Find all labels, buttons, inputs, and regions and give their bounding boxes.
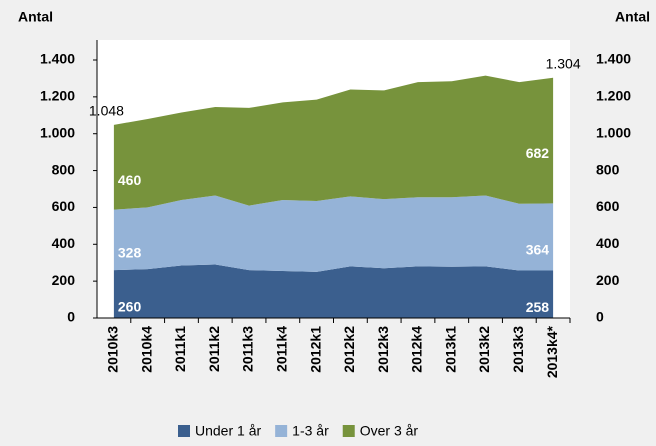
x-tick-label: 2010k4	[138, 326, 154, 373]
total-label: 1.048	[89, 103, 124, 119]
y-axis-label: Antal	[18, 9, 53, 25]
y2-tick-label: 0	[596, 309, 604, 325]
data-label: 260	[118, 299, 142, 315]
x-tick-label: 2012k1	[307, 326, 323, 373]
x-tick-label: 2011k4	[274, 326, 290, 372]
y2-tick-label: 1.200	[596, 88, 631, 104]
x-tick-label: 2013k4*	[544, 325, 560, 378]
y2-axis-label: Antal	[615, 9, 650, 25]
legend-swatch	[342, 425, 355, 437]
x-tick-label: 2013k3	[510, 326, 526, 373]
y-tick-label: 800	[52, 161, 76, 177]
y-tick-label: 600	[52, 198, 76, 214]
y-tick-label: 400	[52, 235, 76, 251]
legend-label: Under 1 år	[195, 423, 261, 439]
x-tick-label: 2013k2	[476, 326, 492, 373]
x-tick-label: 2012k4	[409, 326, 425, 373]
x-tick-label: 2011k1	[172, 326, 188, 372]
data-label: 258	[526, 299, 550, 315]
area	[113, 264, 554, 318]
legend-swatch	[178, 425, 190, 437]
x-tick-label: 2012k2	[341, 326, 357, 373]
data-label: 364	[526, 242, 550, 258]
total-label: 1.304	[546, 55, 581, 71]
data-label: 682	[526, 145, 550, 161]
data-label: 328	[118, 245, 142, 261]
y2-tick-label: 600	[596, 198, 620, 214]
legend-label: 1-3 år	[292, 423, 329, 439]
x-tick-label: 2011k3	[240, 326, 256, 372]
area	[113, 195, 554, 272]
area	[113, 75, 554, 210]
y2-tick-label: 800	[596, 161, 620, 177]
y2-tick-label: 200	[596, 272, 620, 288]
legend-label: Over 3 år	[360, 423, 419, 439]
y2-tick-label: 400	[596, 235, 620, 251]
x-tick-label: 2013k1	[442, 326, 458, 373]
y-tick-label: 1.200	[40, 88, 75, 104]
legend-swatch	[275, 425, 288, 437]
data-label: 460	[118, 172, 142, 188]
y2-tick-label: 1.400	[596, 51, 631, 67]
x-tick-label: 2012k3	[375, 326, 391, 373]
y-tick-label: 200	[52, 272, 76, 288]
y-tick-label: 1.400	[40, 51, 75, 67]
y-tick-label: 1.000	[40, 124, 75, 140]
x-tick-label: 2011k2	[206, 326, 222, 372]
y-tick-label: 0	[67, 309, 75, 325]
x-tick-label: 2010k3	[105, 326, 121, 373]
y2-tick-label: 1.000	[596, 124, 631, 140]
